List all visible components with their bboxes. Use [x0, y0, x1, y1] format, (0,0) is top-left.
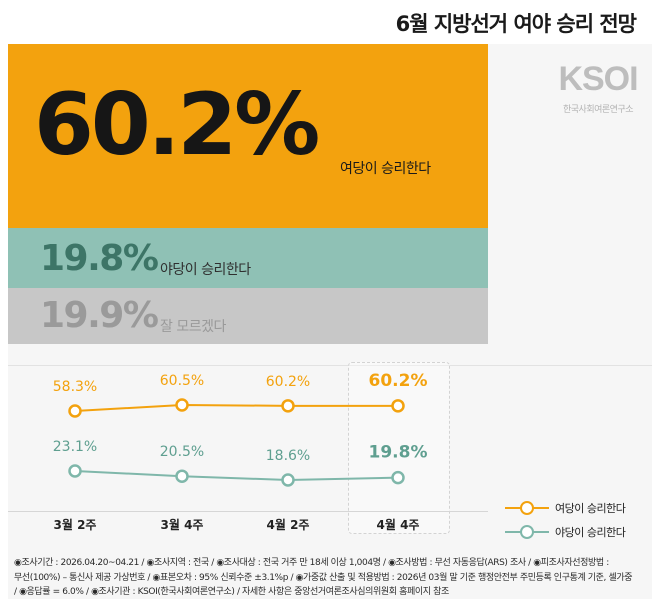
legend-swatch-ruling	[505, 501, 549, 515]
x-tick-label: 4월 4주	[377, 517, 420, 532]
logo-mark: KSOI	[558, 60, 638, 98]
ruling-win-bar	[8, 44, 488, 228]
data-point	[68, 404, 82, 418]
legend-label-opposition: 야당이 승리한다	[555, 526, 626, 539]
data-label: 60.5%	[160, 373, 204, 389]
survey-footnote: ◉조사기간 : 2026.04.20~04.21 / ◉조사지역 : 전국 / …	[14, 556, 646, 600]
logo-subtitle: 한국사회여론연구소	[562, 105, 634, 115]
data-point	[281, 399, 295, 413]
data-label: 19.8%	[369, 443, 428, 463]
unsure-bar	[8, 288, 488, 344]
opposition-win-bar	[8, 228, 488, 288]
footnote-line: / ◉응답률 = 6.0% / ◉조사기관 : KSOI(한국사회여론연구소) …	[14, 587, 449, 597]
data-point	[175, 398, 189, 412]
data-point	[281, 473, 295, 487]
x-tick-label: 4월 2주	[267, 517, 310, 532]
latest-period-highlight	[348, 362, 450, 534]
section-divider	[8, 365, 652, 366]
legend-item-opposition: 야당이 승리한다	[505, 520, 626, 544]
ruling-win-label: 여당이 승리한다	[340, 161, 431, 177]
data-point	[175, 469, 189, 483]
data-label: 60.2%	[369, 371, 428, 391]
ksoi-logo: KSOI 한국사회여론연구소	[553, 62, 643, 115]
data-label: 58.3%	[53, 379, 97, 395]
data-point	[68, 464, 82, 478]
x-tick-label: 3월 4주	[161, 517, 204, 532]
footnote-line: ◉조사기간 : 2026.04.20~04.21 / ◉조사지역 : 전국 / …	[14, 558, 609, 568]
footnote-line: 무선(100%) – 통신사 제공 가상번호 / ◉표본오차 : 95% 신뢰수…	[14, 572, 633, 583]
legend-swatch-opposition	[505, 525, 549, 539]
opposition-win-label: 야당이 승리한다	[160, 262, 251, 278]
data-label: 60.2%	[266, 374, 310, 390]
chart-legend: 여당이 승리한다 야당이 승리한다	[505, 496, 626, 544]
page-title: 6월 지방선거 여야 승리 전망	[395, 12, 637, 36]
series-line	[74, 403, 398, 412]
data-label: 20.5%	[160, 444, 204, 460]
legend-item-ruling: 여당이 승리한다	[505, 496, 626, 520]
series-line	[74, 470, 399, 482]
data-point	[391, 470, 405, 485]
data-label: 23.1%	[53, 439, 97, 455]
unsure-label: 잘 모르겠다	[160, 319, 226, 335]
unsure-value: 19.9%	[40, 295, 159, 336]
x-tick-label: 3월 2주	[54, 517, 97, 532]
x-axis-line	[8, 511, 488, 512]
legend-label-ruling: 여당이 승리한다	[555, 502, 626, 515]
opposition-win-value: 19.8%	[40, 238, 159, 279]
ruling-win-value: 60.2%	[34, 75, 320, 175]
data-label: 18.6%	[266, 448, 310, 464]
data-point	[391, 399, 405, 413]
